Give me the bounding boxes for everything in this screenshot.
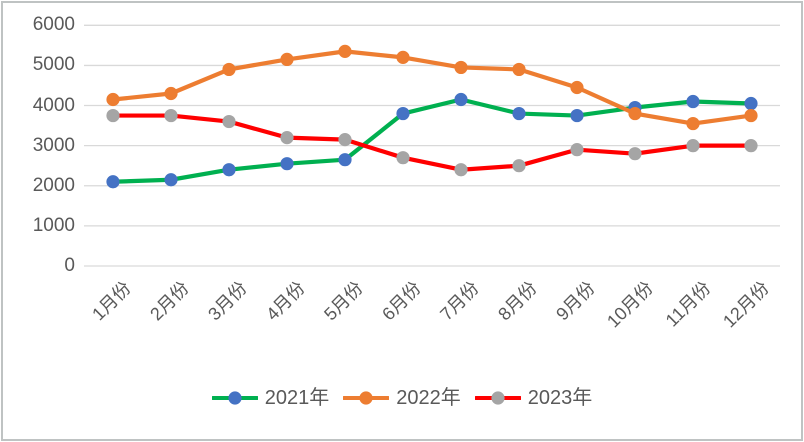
legend-swatch-marker: [228, 391, 242, 405]
legend-item-2023年[interactable]: 2023年: [474, 385, 593, 411]
legend-label: 2023年: [527, 387, 593, 409]
data-point-marker-2022年[interactable]: [512, 62, 526, 77]
data-point-marker-2023年[interactable]: [280, 131, 294, 145]
data-point-marker-2022年[interactable]: [396, 50, 410, 64]
legend-label: 2022年: [396, 387, 461, 409]
data-point-marker-2023年[interactable]: [396, 151, 410, 165]
data-point-marker-2022年[interactable]: [280, 52, 294, 66]
legend-swatch-icon: [474, 391, 521, 405]
legend-label: 2021年: [264, 387, 330, 409]
data-point-marker-2022年[interactable]: [106, 92, 120, 107]
data-point-marker-2021年[interactable]: [106, 175, 120, 189]
chart-legend: 2021年 2022年 2023年: [0, 384, 804, 412]
data-point-marker-2022年[interactable]: [164, 86, 178, 101]
legend-swatch-marker: [491, 391, 505, 405]
data-point-marker-2023年[interactable]: [338, 133, 352, 147]
data-point-marker-2022年[interactable]: [686, 116, 700, 131]
data-point-marker-2021年[interactable]: [396, 106, 410, 121]
data-point-marker-2021年[interactable]: [164, 173, 178, 187]
data-point-marker-2023年[interactable]: [744, 139, 758, 153]
y-axis-tick-label: 6000: [32, 14, 75, 36]
legend-swatch-marker: [359, 391, 373, 405]
data-point-marker-2021年[interactable]: [570, 108, 584, 123]
series-line-2021年: [110, 97, 754, 184]
data-point-marker-2021年[interactable]: [686, 94, 700, 109]
legend-item-2021年[interactable]: 2021年: [211, 385, 330, 411]
data-point-marker-2023年[interactable]: [454, 163, 468, 177]
data-point-marker-2023年[interactable]: [222, 114, 236, 129]
data-point-marker-2022年[interactable]: [222, 62, 236, 77]
y-axis-tick-label: 1000: [32, 214, 75, 236]
y-axis-tick-label: 2000: [32, 174, 75, 196]
data-point-marker-2023年[interactable]: [686, 139, 700, 153]
data-point-marker-2023年[interactable]: [628, 147, 642, 161]
data-point-marker-2022年[interactable]: [744, 108, 758, 123]
data-point-marker-2021年[interactable]: [222, 163, 236, 177]
data-point-marker-2022年[interactable]: [454, 60, 468, 75]
y-axis-tick-label: 0: [64, 255, 75, 276]
data-point-marker-2023年[interactable]: [512, 159, 526, 173]
data-point-marker-2022年[interactable]: [570, 80, 584, 95]
data-point-marker-2022年[interactable]: [628, 106, 642, 121]
series-line-2022年: [110, 49, 754, 126]
legend-swatch-icon: [343, 391, 390, 405]
data-point-marker-2021年[interactable]: [338, 153, 352, 167]
legend-item-2022年[interactable]: 2022年: [343, 385, 461, 411]
data-point-marker-2021年[interactable]: [280, 157, 294, 171]
y-axis-tick-label: 3000: [32, 134, 75, 156]
data-point-marker-2022年[interactable]: [338, 44, 352, 58]
data-point-marker-2023年[interactable]: [570, 143, 584, 157]
y-axis-tick-label: 5000: [32, 54, 75, 76]
data-point-marker-2021年[interactable]: [512, 106, 526, 121]
data-point-marker-2021年[interactable]: [744, 96, 758, 111]
data-point-marker-2023年[interactable]: [106, 108, 120, 123]
y-axis-tick-label: 4000: [32, 94, 75, 116]
series-line-2023年: [110, 113, 754, 172]
data-point-marker-2023年[interactable]: [164, 108, 178, 123]
data-point-marker-2021年[interactable]: [454, 92, 468, 107]
legend-swatch-icon: [211, 391, 258, 405]
